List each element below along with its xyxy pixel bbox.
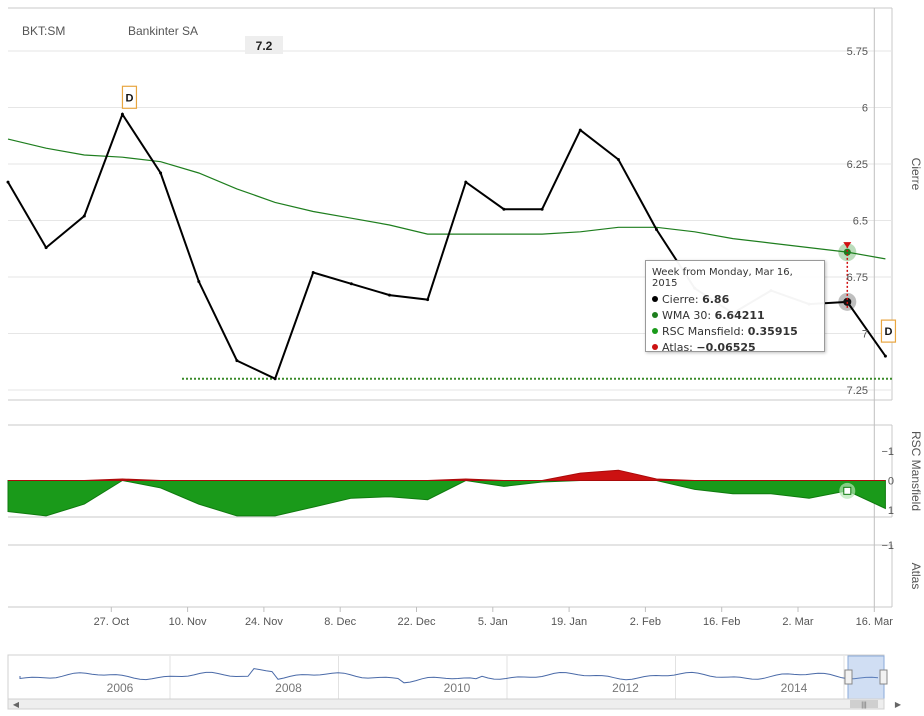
flag-label: D bbox=[125, 92, 133, 104]
data-point-cierre bbox=[540, 207, 544, 211]
navigator-year-label: 2006 bbox=[107, 681, 134, 695]
hover-marker-rsc bbox=[843, 486, 852, 495]
navigator-handle-right bbox=[879, 669, 888, 685]
x-tick-label: 27. Oct bbox=[94, 616, 129, 628]
y-tick-label: −1 bbox=[881, 446, 894, 458]
y-tick-label: 1 bbox=[888, 505, 894, 517]
tooltip-row-atlas: Atlas: −0.06525 bbox=[652, 340, 818, 356]
flag-box bbox=[121, 85, 138, 109]
x-tick-label: 8. Dec bbox=[324, 616, 356, 628]
price-panel[interactable]: 7.2 D D bbox=[6, 36, 897, 381]
bullet-icon bbox=[652, 296, 658, 302]
navigator-year-label: 2008 bbox=[275, 681, 302, 695]
y-tick-label: 5.75 bbox=[847, 46, 868, 58]
tooltip-value: 6.86 bbox=[702, 293, 730, 306]
tooltip-row-wma: WMA 30: 6.64211 bbox=[652, 308, 818, 324]
data-point-cierre bbox=[82, 214, 86, 218]
bullet-icon bbox=[652, 328, 658, 334]
navigator-selection bbox=[847, 655, 885, 700]
y-tick-label: 6.75 bbox=[847, 272, 868, 284]
rsc-panel[interactable] bbox=[7, 469, 886, 517]
tooltip-value: −0.06525 bbox=[696, 341, 756, 354]
navigator-trace bbox=[19, 668, 879, 684]
x-tick-label: 10. Nov bbox=[169, 616, 207, 628]
axis-labels: 5.75 6 6.25 6.5 6.75 7 7.25 −1 0 1 −1 Cierre RSC Man… bbox=[94, 46, 923, 628]
navigator-year-label: 2012 bbox=[612, 681, 639, 695]
flag-label: D bbox=[884, 326, 892, 338]
y-tick-label: 0 bbox=[888, 476, 894, 488]
x-tick-label: 2. Mar bbox=[782, 616, 814, 628]
navigator[interactable]: 2006 2008 2010 2012 2014 ||| ◀ ▶ bbox=[7, 654, 902, 710]
tooltip-label: RSC Mansfield: bbox=[662, 325, 748, 338]
data-point-cierre bbox=[6, 180, 10, 184]
series-line-wma bbox=[7, 138, 886, 260]
reference-label-box bbox=[245, 36, 283, 54]
area-negative-rsc bbox=[8, 469, 886, 481]
scrollbar-thumb bbox=[850, 700, 878, 708]
scroll-right-arrow-icon: ▶ bbox=[895, 700, 902, 709]
data-point-cierre bbox=[426, 298, 430, 302]
y-axis-title: Cierre bbox=[909, 158, 923, 191]
x-tick-label: 22. Dec bbox=[398, 616, 436, 628]
data-point-cierre bbox=[502, 207, 506, 211]
data-point-cierre bbox=[616, 158, 620, 161]
x-tick-label: 16. Mar bbox=[856, 616, 894, 628]
data-point-cierre bbox=[311, 271, 315, 274]
data-point-cierre bbox=[159, 171, 163, 175]
x-tick-label: 16. Feb bbox=[703, 616, 740, 628]
data-point-cierre bbox=[120, 112, 124, 116]
bullet-icon bbox=[652, 312, 658, 318]
data-point-cierre bbox=[44, 246, 48, 250]
panel-frames bbox=[8, 7, 893, 608]
navigator-year-label: 2014 bbox=[781, 681, 808, 695]
data-point-cierre bbox=[197, 280, 201, 283]
tooltip-row-cierre: Cierre: 6.86 bbox=[652, 292, 818, 308]
scrollbar-track bbox=[7, 698, 885, 710]
y-axis-title: RSC Mansfield bbox=[909, 431, 923, 511]
data-point-cierre bbox=[655, 228, 658, 231]
y-tick-label: 7 bbox=[862, 329, 868, 341]
distance-arrow-head bbox=[843, 242, 852, 249]
bullet-icon bbox=[652, 344, 658, 350]
y-tick-label: 7.25 bbox=[847, 385, 868, 397]
hover-tooltip: Week from Monday, Mar 16, 2015 Cierre: 6… bbox=[645, 260, 825, 354]
scroll-left-arrow-icon: ◀ bbox=[13, 700, 20, 709]
data-point-cierre bbox=[349, 282, 353, 286]
y-axis-title: Atlas bbox=[909, 563, 923, 590]
data-point-cierre bbox=[235, 359, 239, 363]
ticker-label: BKT:SM bbox=[22, 24, 65, 38]
navigator-year-label: 2010 bbox=[444, 681, 471, 695]
tooltip-value: 0.35915 bbox=[747, 325, 798, 338]
y-tick-label: 6 bbox=[862, 103, 868, 115]
tooltip-label: Atlas: bbox=[662, 341, 697, 354]
data-point-cierre bbox=[464, 180, 468, 184]
y-tick-label: −1 bbox=[881, 540, 894, 552]
y-tick-label: 6.25 bbox=[847, 159, 868, 171]
data-point-cierre bbox=[883, 354, 887, 358]
scrollbar-grip-icon: ||| bbox=[861, 702, 867, 709]
area-positive-rsc bbox=[7, 479, 886, 517]
data-point-cierre bbox=[273, 377, 277, 381]
tooltip-header: Week from Monday, Mar 16, 2015 bbox=[652, 267, 793, 289]
y-tick-label: 6.5 bbox=[853, 216, 868, 228]
tooltip-row-rsc: RSC Mansfield: 0.35915 bbox=[652, 324, 818, 340]
tooltip-value: 6.64211 bbox=[714, 309, 765, 322]
x-tick-label: 19. Jan bbox=[551, 616, 587, 628]
x-tick-label: 5. Jan bbox=[478, 616, 508, 628]
tooltip-label: WMA 30: bbox=[662, 309, 715, 322]
tooltip-label: Cierre: bbox=[662, 293, 703, 306]
company-label: Bankinter SA bbox=[128, 24, 198, 38]
reference-label: 7.2 bbox=[256, 39, 273, 53]
x-tick-label: 24. Nov bbox=[245, 616, 283, 628]
data-point-cierre bbox=[388, 293, 391, 297]
x-tick-label: 2. Feb bbox=[630, 616, 661, 628]
hover-marker-wma bbox=[843, 248, 851, 256]
navigator-handle-left bbox=[844, 669, 853, 685]
flag-box bbox=[880, 319, 897, 343]
data-point-cierre bbox=[578, 128, 582, 132]
